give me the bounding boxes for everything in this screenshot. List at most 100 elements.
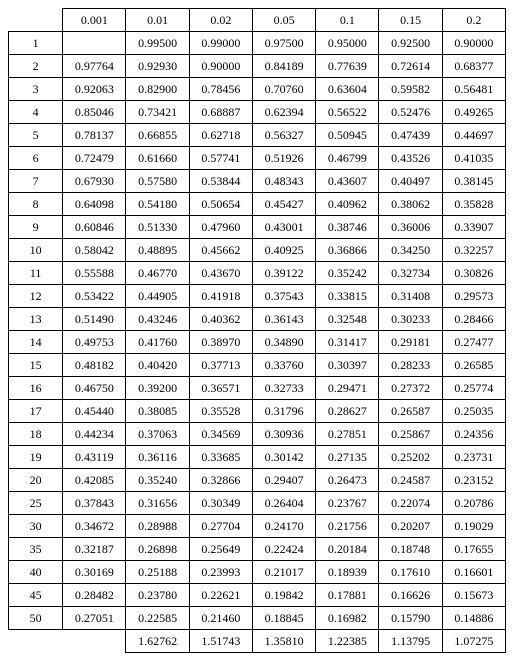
data-cell: 0.56522 xyxy=(316,101,379,124)
data-cell: 0.37063 xyxy=(126,423,189,446)
row-index-cell: 50 xyxy=(9,607,63,630)
row-index-cell: 40 xyxy=(9,561,63,584)
row-index-cell: 5 xyxy=(9,124,63,147)
table-row: 110.555880.467700.436700.391220.352420.3… xyxy=(9,262,506,285)
table-row: 500.270510.225850.214600.188450.169820.1… xyxy=(9,607,506,630)
data-cell: 0.46799 xyxy=(316,147,379,170)
row-index-cell: 2 xyxy=(9,55,63,78)
data-cell: 0.54180 xyxy=(126,193,189,216)
data-cell: 0.51330 xyxy=(126,216,189,239)
data-cell: 0.72614 xyxy=(379,55,442,78)
data-cell: 0.25649 xyxy=(189,538,252,561)
data-cell: 0.45662 xyxy=(189,239,252,262)
data-cell: 0.31417 xyxy=(316,331,379,354)
data-cell: 0.41918 xyxy=(189,285,252,308)
data-cell: 0.53844 xyxy=(189,170,252,193)
footer-empty xyxy=(9,630,63,653)
data-cell: 0.43670 xyxy=(189,262,252,285)
table-row: 190.431190.361160.336850.301420.271350.2… xyxy=(9,446,506,469)
row-index-cell: 6 xyxy=(9,147,63,170)
table-row: 450.284820.237800.226210.198420.178810.1… xyxy=(9,584,506,607)
data-cell: 0.46750 xyxy=(63,377,126,400)
data-cell: 0.36116 xyxy=(126,446,189,469)
data-cell: 0.33760 xyxy=(252,354,315,377)
footer-row: 1.627621.517431.358101.223851.137951.072… xyxy=(9,630,506,653)
data-cell: 0.32257 xyxy=(442,239,505,262)
data-cell: 0.27372 xyxy=(379,377,442,400)
row-index-cell: 30 xyxy=(9,515,63,538)
data-cell: 0.33815 xyxy=(316,285,379,308)
data-cell: 0.43119 xyxy=(63,446,126,469)
data-cell: 0.33907 xyxy=(442,216,505,239)
data-cell: 0.39200 xyxy=(126,377,189,400)
row-index-cell: 3 xyxy=(9,78,63,101)
row-index-cell: 20 xyxy=(9,469,63,492)
data-cell: 0.41760 xyxy=(126,331,189,354)
data-cell: 0.31408 xyxy=(379,285,442,308)
data-cell: 0.21756 xyxy=(316,515,379,538)
data-cell: 0.22074 xyxy=(379,492,442,515)
data-cell: 0.29407 xyxy=(252,469,315,492)
data-cell: 0.20207 xyxy=(379,515,442,538)
data-cell: 0.35828 xyxy=(442,193,505,216)
data-cell: 0.27704 xyxy=(189,515,252,538)
row-index-cell: 1 xyxy=(9,32,63,55)
data-cell: 0.31796 xyxy=(252,400,315,423)
data-cell: 0.30233 xyxy=(379,308,442,331)
table-row: 170.454400.380850.355280.317960.286270.2… xyxy=(9,400,506,423)
row-index-cell: 9 xyxy=(9,216,63,239)
footer-cell: 1.13795 xyxy=(379,630,442,653)
table-row: 60.724790.616600.577410.519260.467990.43… xyxy=(9,147,506,170)
data-cell: 0.27051 xyxy=(63,607,126,630)
data-cell: 0.60846 xyxy=(63,216,126,239)
data-cell: 0.84189 xyxy=(252,55,315,78)
footer-cell: 1.07275 xyxy=(442,630,505,653)
data-cell: 0.30169 xyxy=(63,561,126,584)
data-cell: 0.18939 xyxy=(316,561,379,584)
row-index-cell: 12 xyxy=(9,285,63,308)
data-cell: 0.46770 xyxy=(126,262,189,285)
data-cell: 0.17881 xyxy=(316,584,379,607)
data-cell: 0.14886 xyxy=(442,607,505,630)
data-cell: 0.95000 xyxy=(316,32,379,55)
data-cell: 0.26587 xyxy=(379,400,442,423)
row-index-cell: 18 xyxy=(9,423,63,446)
data-cell: 0.35242 xyxy=(316,262,379,285)
row-index-cell: 4 xyxy=(9,101,63,124)
data-cell: 0.19029 xyxy=(442,515,505,538)
data-cell: 0.34890 xyxy=(252,331,315,354)
data-cell: 0.47960 xyxy=(189,216,252,239)
data-cell: 0.25035 xyxy=(442,400,505,423)
data-cell: 0.97500 xyxy=(252,32,315,55)
table-row: 100.580420.488950.456620.409250.368660.3… xyxy=(9,239,506,262)
data-cell: 0.30826 xyxy=(442,262,505,285)
data-cell: 0.59582 xyxy=(379,78,442,101)
data-cell: 0.78137 xyxy=(63,124,126,147)
data-cell: 0.48182 xyxy=(63,354,126,377)
data-cell: 0.28627 xyxy=(316,400,379,423)
row-index-cell: 19 xyxy=(9,446,63,469)
row-index-cell: 11 xyxy=(9,262,63,285)
data-cell: 0.30936 xyxy=(252,423,315,446)
data-cell xyxy=(63,32,126,55)
table-row: 200.420850.352400.328660.294070.264730.2… xyxy=(9,469,506,492)
data-cell: 0.24170 xyxy=(252,515,315,538)
data-cell: 0.36571 xyxy=(189,377,252,400)
row-index-cell: 10 xyxy=(9,239,63,262)
data-cell: 0.82900 xyxy=(126,78,189,101)
header-cell: 0.02 xyxy=(189,9,252,32)
data-cell: 0.16626 xyxy=(379,584,442,607)
data-cell: 0.35240 xyxy=(126,469,189,492)
data-cell: 0.24587 xyxy=(379,469,442,492)
data-cell: 0.38062 xyxy=(379,193,442,216)
data-cell: 0.29181 xyxy=(379,331,442,354)
data-cell: 0.78456 xyxy=(189,78,252,101)
data-cell: 0.77639 xyxy=(316,55,379,78)
data-cell: 0.48343 xyxy=(252,170,315,193)
data-cell: 0.25774 xyxy=(442,377,505,400)
data-cell: 0.40925 xyxy=(252,239,315,262)
data-cell: 0.34250 xyxy=(379,239,442,262)
data-cell: 0.70760 xyxy=(252,78,315,101)
data-cell: 0.64098 xyxy=(63,193,126,216)
table-row: 10.995000.990000.975000.950000.925000.90… xyxy=(9,32,506,55)
